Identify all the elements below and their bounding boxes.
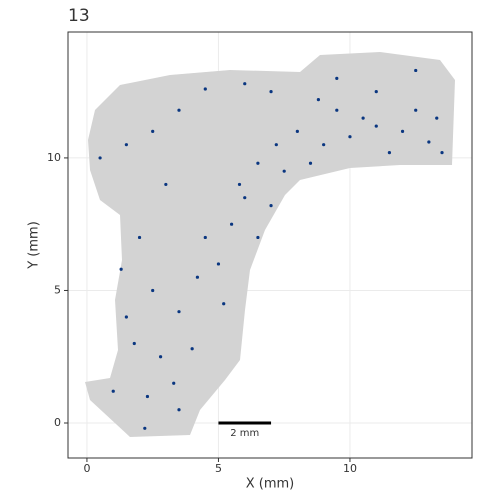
point	[124, 315, 128, 319]
point	[414, 68, 418, 73]
chart-title: 13	[68, 6, 90, 26]
point	[216, 262, 221, 266]
point	[400, 129, 405, 134]
y-tick-label: 5	[54, 283, 61, 296]
x-axis-label: X (mm)	[246, 477, 295, 492]
point	[151, 288, 155, 293]
point	[256, 235, 260, 240]
x-tick-label: 10	[343, 462, 357, 475]
point	[158, 355, 163, 359]
point	[308, 161, 313, 165]
point	[98, 156, 102, 160]
point	[111, 389, 115, 393]
point	[322, 143, 326, 147]
point	[177, 310, 181, 314]
point	[269, 90, 273, 94]
point	[387, 151, 392, 155]
point	[237, 182, 242, 187]
x-tick-label: 5	[215, 462, 222, 475]
point	[177, 408, 181, 412]
y-tick-label: 0	[54, 416, 61, 429]
point	[427, 140, 431, 144]
point	[316, 97, 320, 102]
point	[222, 302, 226, 306]
point	[229, 222, 234, 226]
point	[203, 87, 207, 91]
point	[243, 196, 247, 200]
point	[374, 90, 378, 94]
point	[243, 82, 247, 86]
point	[269, 204, 273, 208]
point	[151, 129, 155, 134]
point	[190, 347, 194, 351]
point	[282, 169, 286, 173]
point	[137, 235, 142, 240]
point	[374, 124, 378, 128]
point	[143, 426, 147, 430]
y-tick-label: 10	[47, 151, 61, 164]
point	[145, 394, 150, 399]
point	[414, 108, 418, 112]
point	[172, 381, 176, 385]
x-tick-label: 0	[83, 462, 90, 475]
point	[274, 143, 278, 147]
point	[164, 182, 168, 187]
point	[435, 116, 439, 120]
point	[348, 135, 352, 139]
y-axis-label: Y (mm)	[27, 221, 42, 270]
tissue-region	[85, 52, 455, 437]
point	[335, 108, 339, 112]
point	[295, 129, 299, 134]
point	[195, 275, 200, 279]
panel-border	[67, 31, 473, 459]
point	[124, 143, 128, 147]
point	[132, 341, 136, 346]
point	[203, 235, 207, 240]
point	[119, 267, 123, 271]
point	[256, 161, 260, 165]
scale-bar-label: 2 mm	[230, 428, 259, 439]
point	[361, 116, 365, 120]
point	[335, 76, 339, 80]
point	[177, 108, 181, 112]
point	[440, 151, 444, 155]
